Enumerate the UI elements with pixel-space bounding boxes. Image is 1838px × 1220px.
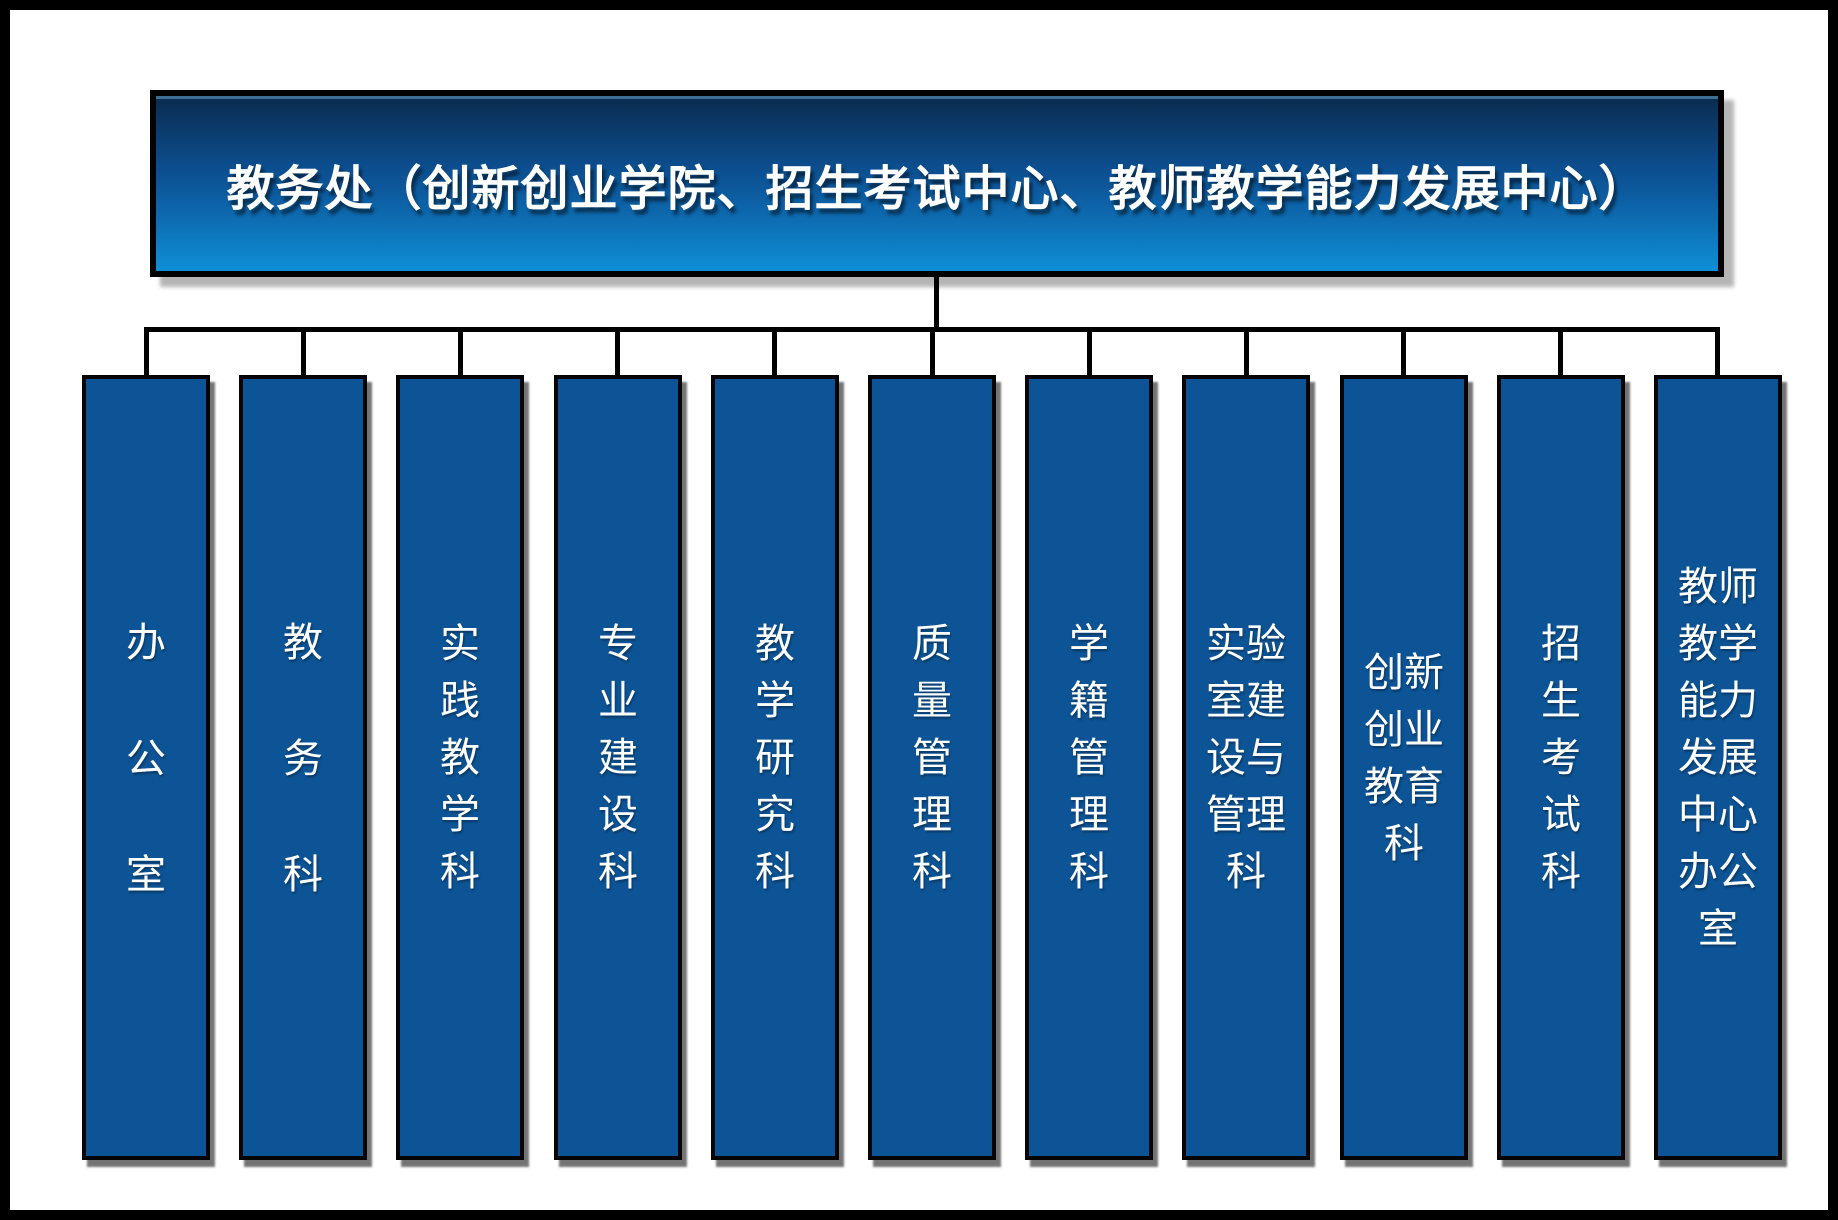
connector-stub [1244, 330, 1249, 376]
connector-stub [1087, 330, 1092, 376]
connector-stub [1715, 330, 1720, 376]
dept-box-jiaoxue-yanjiuke: 教 学 研 究 科 [711, 375, 839, 1160]
dept-box-jiaoshi-fazhan-zhongxin-bangongshi: 教师 教学 能力 发展 中心 办公 室 [1654, 375, 1782, 1160]
dept-label: 学 籍 管 理 科 [1069, 622, 1109, 894]
dept-box-zhiliang-guanlike: 质 量 管 理 科 [868, 375, 996, 1160]
connector-stub [772, 330, 777, 376]
dept-label: 教师 教学 能力 发展 中心 办公 室 [1678, 565, 1758, 951]
root-box: 教务处（创新创业学院、招生考试中心、教师教学能力发展中心） [150, 90, 1724, 277]
connector-stub [458, 330, 463, 376]
dept-label: 教 学 研 究 科 [755, 622, 795, 894]
dept-box-zhuanye-jiansheke: 专 业 建 设 科 [554, 375, 682, 1160]
connector-horizontal-line [144, 327, 1720, 332]
dept-label: 实 践 教 学 科 [440, 622, 480, 894]
dept-label: 专 业 建 设 科 [598, 622, 638, 894]
connector-stub [1401, 330, 1406, 376]
connector-stub [301, 330, 306, 376]
dept-label: 办 公 室 [126, 620, 166, 897]
connector-stub [615, 330, 620, 376]
dept-box-shiyanshi-jianshe-yu-guanlike: 实验 室建 设与 管理 科 [1182, 375, 1310, 1160]
dept-label: 实验 室建 设与 管理 科 [1206, 622, 1286, 894]
dept-box-zhaosheng-kaoshike: 招 生 考 试 科 [1497, 375, 1625, 1160]
dept-box-chuangxin-chuangye-jiaoyuke: 创新 创业 教育 科 [1340, 375, 1468, 1160]
root-title: 教务处（创新创业学院、招生考试中心、教师教学能力发展中心） [226, 162, 1648, 216]
dept-label: 质 量 管 理 科 [912, 622, 952, 894]
dept-box-shijian-jiaoxueke: 实 践 教 学 科 [396, 375, 524, 1160]
dept-box-jiaowuke: 教 务 科 [239, 375, 367, 1160]
dept-label: 创新 创业 教育 科 [1364, 650, 1444, 866]
connector-stub [1558, 330, 1563, 376]
dept-box-bangongshi: 办 公 室 [82, 375, 210, 1160]
connector-stub [930, 330, 935, 376]
connector-trunk [934, 273, 939, 329]
dept-label: 招 生 考 试 科 [1541, 622, 1581, 894]
connector-stub [144, 330, 149, 376]
dept-box-xueji-guanlike: 学 籍 管 理 科 [1025, 375, 1153, 1160]
dept-label: 教 务 科 [283, 620, 323, 897]
